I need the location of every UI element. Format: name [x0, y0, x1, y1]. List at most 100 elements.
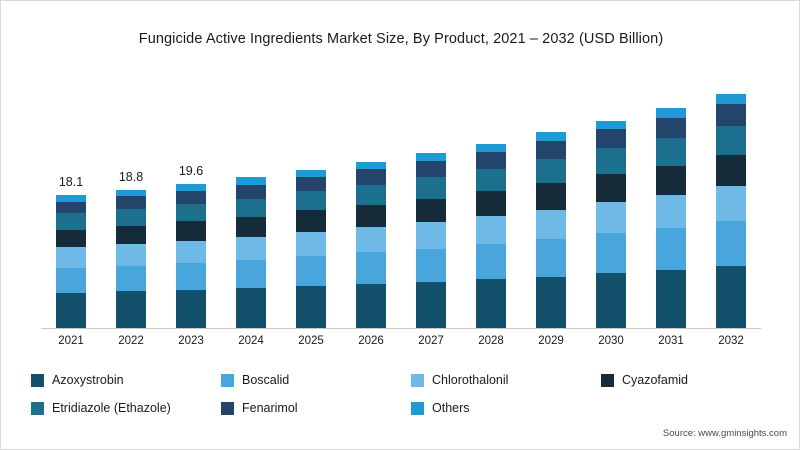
- bar-segment: [536, 276, 566, 328]
- bar-segment: [176, 240, 206, 263]
- bar-stack: [476, 143, 506, 328]
- bar-segment: [296, 286, 326, 328]
- bar-segment: [296, 210, 326, 232]
- legend-swatch-icon: [31, 373, 44, 387]
- bar-stack: [536, 132, 566, 328]
- bar-segment: [296, 191, 326, 211]
- bar-segment: [536, 132, 566, 141]
- bar-segment: [56, 247, 86, 268]
- bar-segment: [416, 153, 446, 162]
- chart-legend: Azoxystrobin Boscalid Chlorothalonil Cyazof…: [31, 373, 771, 429]
- bar-segment: [236, 236, 266, 260]
- bar-segment: [716, 154, 746, 187]
- bar-segment: [536, 158, 566, 184]
- bar-segment: [116, 208, 146, 226]
- bar-segment: [296, 169, 326, 177]
- bar-segment: [656, 228, 686, 270]
- legend-item[interactable]: Fenarimol: [221, 401, 298, 415]
- bar-segment: [356, 161, 386, 170]
- legend-swatch-icon: [411, 373, 424, 387]
- x-axis-baseline: [41, 328, 761, 329]
- bar-segment: [176, 262, 206, 290]
- bar-segment: [296, 255, 326, 287]
- bar-segment: [596, 128, 626, 148]
- bar-segment: [56, 229, 86, 248]
- bar-segment: [176, 289, 206, 328]
- legend-item[interactable]: Others: [411, 401, 470, 415]
- bar-segment: [116, 244, 146, 266]
- bar-segment: [416, 198, 446, 223]
- bar-segment: [236, 259, 266, 289]
- bar-segment: [176, 190, 206, 204]
- bar-segment: [56, 201, 86, 214]
- bar-segment: [656, 138, 686, 166]
- legend-item[interactable]: Chlorothalonil: [411, 373, 508, 387]
- x-tick-label: 2024: [238, 335, 264, 347]
- bar-value-label: 19.6: [178, 163, 204, 178]
- bar-segment: [236, 217, 266, 237]
- bar-segment: [536, 209, 566, 240]
- bar-segment: [596, 272, 626, 328]
- x-tick-label: 2023: [178, 335, 204, 347]
- bar-segment: [596, 201, 626, 234]
- bar-segment: [236, 184, 266, 199]
- bar-segment: [356, 169, 386, 185]
- x-axis-tick-labels: 2021 2022 2023 2024 2025 2026 2027 2028 2029 2030…: [41, 335, 761, 353]
- bar-segment: [596, 173, 626, 202]
- bar-segment: [476, 244, 506, 280]
- legend-swatch-icon: [411, 401, 424, 415]
- bar-segment: [716, 186, 746, 222]
- legend-label: Etridiazole (Ethazole): [52, 401, 171, 415]
- legend-item[interactable]: Etridiazole (Ethazole): [31, 401, 171, 415]
- bar-segment: [116, 196, 146, 209]
- bar-segment: [656, 108, 686, 118]
- x-tick-label: 2032: [718, 335, 744, 347]
- bar-segment: [116, 265, 146, 292]
- bar-segment: [536, 140, 566, 159]
- bar-segment: [476, 151, 506, 169]
- legend-row: Etridiazole (Ethazole) Fenarimol Others: [31, 401, 771, 425]
- legend-item[interactable]: Azoxystrobin: [31, 373, 124, 387]
- bar-segment: [356, 205, 386, 228]
- bar-segment: [476, 216, 506, 245]
- bar-segment: [176, 183, 206, 191]
- bar-stack: 18.8: [116, 170, 146, 328]
- bar-segment: [656, 165, 686, 195]
- bar-stack: [236, 177, 266, 328]
- bar-segment: [656, 194, 686, 229]
- bar-segment: [236, 177, 266, 185]
- bar-segment: [596, 120, 626, 129]
- bar-segment: [116, 225, 146, 245]
- bar-segment: [476, 168, 506, 192]
- legend-item[interactable]: Cyazofamid: [601, 373, 688, 387]
- legend-item[interactable]: Boscalid: [221, 373, 289, 387]
- x-tick-label: 2030: [598, 335, 624, 347]
- bar-segment: [176, 221, 206, 241]
- x-tick-label: 2026: [358, 335, 384, 347]
- bar-segment: [416, 248, 446, 282]
- bar-stack: [716, 94, 746, 328]
- legend-swatch-icon: [221, 373, 234, 387]
- bar-segment: [656, 117, 686, 139]
- bar-segment: [416, 281, 446, 328]
- bar-stack: [596, 120, 626, 328]
- bar-segment: [596, 233, 626, 273]
- bar-segment: [56, 292, 86, 328]
- bar-stack: 18.1: [56, 175, 86, 328]
- bar-segment: [416, 161, 446, 178]
- bar-segment: [536, 183, 566, 210]
- x-tick-label: 2022: [118, 335, 144, 347]
- bar-segment: [356, 283, 386, 328]
- bar-segment: [596, 147, 626, 174]
- legend-label: Fenarimol: [242, 401, 298, 415]
- legend-swatch-icon: [221, 401, 234, 415]
- legend-swatch-icon: [31, 401, 44, 415]
- x-tick-label: 2031: [658, 335, 684, 347]
- bar-value-label: 18.8: [118, 169, 144, 184]
- bar-segment: [236, 288, 266, 328]
- bar-segment: [56, 194, 86, 202]
- bar-segment: [116, 189, 146, 197]
- legend-label: Chlorothalonil: [432, 373, 509, 387]
- bar-stack: [416, 153, 446, 328]
- bar-segment: [416, 177, 446, 199]
